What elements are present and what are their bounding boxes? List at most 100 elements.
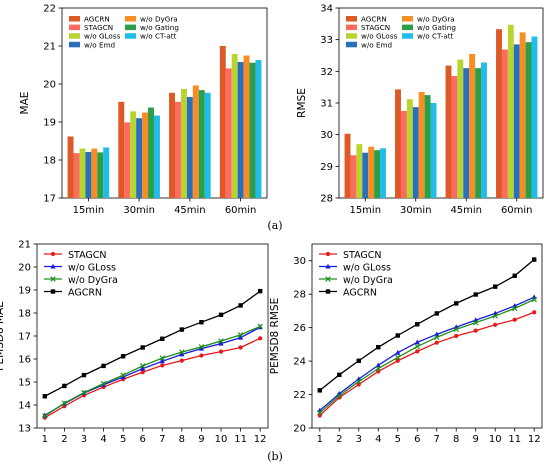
legend-swatch-w-o-dygra [125, 16, 136, 22]
line-w-o-dygra [319, 298, 535, 414]
plot-frame [311, 243, 543, 429]
point-w-o-dygra [356, 378, 362, 385]
point-w-o-dygra [257, 323, 263, 330]
point-agcrn [532, 257, 537, 262]
point-stagcn [179, 358, 184, 363]
line-w-o-gloss [319, 296, 535, 411]
y-tick-label: 30 [293, 256, 306, 267]
point-w-o-gloss [237, 334, 244, 340]
point-stagcn [473, 328, 478, 333]
point-agcrn [376, 345, 381, 350]
x-tick-label: 10 [215, 434, 228, 445]
x-tick-label: 45min [450, 205, 482, 216]
point-w-o-dygra [42, 413, 48, 419]
bar-w-o-emd-15min [362, 152, 369, 198]
bar-stagcn-15min [350, 155, 357, 198]
point-w-o-gloss [179, 351, 185, 357]
chart-mae-bars: 17 18 19 20 21 22 MAE 15min 30min 45min 60min AGCRN… [19, 4, 268, 216]
y-tick-label: 32 [320, 67, 333, 78]
legend-swatch-agcrn [346, 16, 357, 22]
bar-agcrn-45min [445, 65, 452, 198]
legend-swatch-w-o-emd [69, 41, 80, 48]
y-tick-label: 34 [320, 4, 333, 15]
point-stagcn [415, 349, 420, 354]
y-tick-label: 15 [18, 378, 31, 389]
point-w-o-dygra [198, 344, 205, 350]
line-agcrn [44, 290, 261, 397]
x-tick-label: 8 [179, 434, 185, 445]
legend-marker-w-o-dygra [50, 276, 56, 282]
legend-marker-stagcn [50, 251, 56, 257]
x-tick-label: 2 [61, 434, 67, 445]
point-w-o-gloss [375, 362, 381, 368]
x-tick-label: 10 [489, 434, 502, 445]
point-w-o-gloss [159, 358, 165, 364]
point-agcrn [120, 354, 126, 359]
bar-agcrn-45min [169, 92, 176, 198]
bar-w-o-gloss-30min [130, 111, 137, 198]
y-tick-label: 18 [18, 309, 31, 320]
bar-agcrn-60min [219, 46, 226, 198]
point-agcrn [42, 394, 48, 399]
y-tick-label: 29 [320, 162, 333, 173]
y-tick-label: 30 [320, 130, 333, 141]
bar-w-o-dygra-30min [142, 112, 149, 198]
bar-w-o-gloss-45min [457, 59, 464, 198]
bar-w-o-dygra-45min [469, 53, 476, 198]
point-w-o-dygra [81, 389, 87, 396]
y-tick-label: 22 [43, 4, 56, 15]
point-w-o-dygra [336, 392, 343, 399]
bar-agcrn-60min [496, 29, 502, 198]
bar-w-o-ct-att-15min [103, 147, 110, 198]
x-tick-label: 8 [453, 434, 459, 445]
legend-label-agcrn: AGCRN [361, 15, 387, 24]
line-agcrn [319, 259, 535, 391]
y-tick-label: 33 [320, 35, 333, 46]
legend-swatch-stagcn [346, 24, 357, 31]
point-w-o-dygra [434, 334, 440, 341]
bar-w-o-ct-att-30min [153, 115, 160, 198]
point-w-o-dygra [218, 338, 224, 344]
point-agcrn [257, 288, 263, 294]
point-stagcn [532, 310, 537, 315]
point-w-o-dygra [375, 365, 381, 372]
x-tick-label: 4 [100, 434, 106, 445]
point-agcrn [395, 333, 400, 338]
x-tick-label: 45min [174, 205, 206, 216]
legend-marker-w-o-dygra [325, 276, 331, 282]
point-w-o-dygra [61, 400, 68, 406]
point-w-o-gloss [414, 339, 420, 345]
point-agcrn [101, 363, 106, 369]
legend-label-w-o-gloss: w/o GLoss [84, 32, 121, 41]
bar-w-o-gating-30min [148, 107, 154, 198]
bar-w-o-ct-att-60min [255, 60, 262, 199]
point-agcrn [160, 336, 165, 341]
legend-swatch-w-o-gloss [346, 33, 357, 39]
x-tick-label: 9 [473, 434, 479, 445]
y-tick-label: 28 [320, 194, 333, 205]
point-stagcn [395, 358, 400, 363]
y-tick-label: 26 [293, 323, 306, 334]
legend-marker-w-o-gloss [50, 263, 56, 269]
x-tick-label: 4 [375, 434, 381, 445]
point-agcrn [337, 372, 342, 378]
y-tick-label: 18 [43, 156, 56, 167]
x-tick-label: 11 [508, 434, 521, 445]
x-tick-label: 11 [234, 434, 247, 445]
x-tick-label: 60min [501, 205, 533, 216]
bar-agcrn-15min [344, 133, 351, 198]
x-tick-label: 6 [140, 434, 146, 445]
x-tick-label: 15min [349, 205, 381, 216]
legend-label-w-o-dygra: w/o DyGra [417, 15, 455, 24]
point-w-o-dygra [237, 332, 244, 338]
bar-w-o-gating-15min [97, 152, 104, 198]
bar-w-o-emd-15min [85, 152, 92, 198]
y-tick-label: 16 [18, 355, 31, 366]
point-w-o-dygra [100, 380, 107, 387]
point-stagcn [512, 317, 517, 322]
legend-marker-agcrn [50, 289, 56, 294]
legend-swatch-w-o-ct-att [402, 33, 413, 39]
x-tick-label: 60min [225, 205, 257, 216]
